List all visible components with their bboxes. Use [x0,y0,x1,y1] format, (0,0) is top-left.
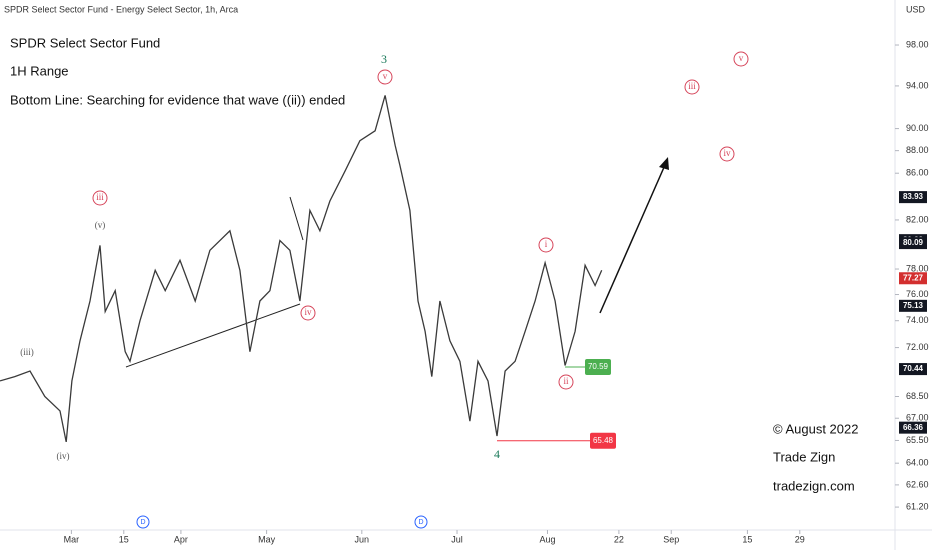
x-tick-label: 29 [795,534,805,544]
y-tick-label: 61.20 [906,501,929,511]
price-badge [899,299,927,312]
wave-label: 4 [494,447,500,461]
level-label: 65.48 [593,436,614,445]
wave-label: iii [688,81,696,91]
x-tick-label: Jul [451,534,463,544]
price-label: 75.13 [903,301,924,310]
event-circle [136,515,150,529]
trend-line [289,196,304,241]
y-tick-label: 68.50 [906,391,929,401]
level-badge [585,358,611,375]
wave-label: iv [304,307,312,317]
level-label: 70.59 [588,362,609,371]
y-tick-label: 82.00 [906,214,929,224]
wave-circle [300,305,316,321]
arrow-head [659,157,669,170]
wave-label: (iii) [20,347,34,357]
wave-label: i [545,239,548,249]
wave-circle [719,146,735,162]
trend-line [125,303,301,368]
y-tick-label: 74.00 [906,315,929,325]
price-label: 83.93 [903,192,924,201]
price-badge [899,237,927,250]
x-tick-label: Sep [663,534,679,544]
wave-circle [558,374,574,390]
price-label: 70.44 [903,364,924,373]
wave-label: iii [96,192,104,202]
y-tick-label: 94.00 [906,80,929,90]
x-tick-label: Apr [174,534,188,544]
price-badge [899,363,927,376]
wave-label: (iv) [57,451,70,461]
note-line: SPDR Select Sector Fund [10,35,160,50]
y-tick-label: 88.00 [906,145,929,155]
x-tick-label: Mar [64,534,80,544]
footer-line: © August 2022 [773,421,858,436]
x-tick-label: Jun [355,534,370,544]
y-tick-label: 62.60 [906,479,929,489]
y-tick-label: 72.00 [906,342,929,352]
event-label: D [140,519,145,526]
event-circle [414,515,428,529]
wave-circle [733,51,749,67]
wave-circle [684,79,700,95]
y-tick-label: 86.00 [906,168,929,178]
wave-label: 3 [381,52,387,66]
wave-label: (v) [95,220,106,230]
price-badge [899,421,927,434]
price-label: 80.09 [903,238,924,247]
x-tick-label: 15 [742,534,752,544]
wave-label: ii [563,376,569,386]
y-tick-label: 67.00 [906,413,929,423]
price-badge [899,272,927,285]
wave-label: v [383,71,388,81]
y-tick-label: 98.00 [906,39,929,49]
note-line: 1H Range [10,63,69,78]
y-tick-label: 65.50 [906,435,929,445]
event-label: D [418,519,423,526]
x-tick-label: May [258,534,276,544]
projection-arrow [599,164,666,314]
footer-line: Trade Zign [773,449,835,464]
chart-title: SPDR Select Sector Fund - Energy Select … [4,4,238,14]
footer-line: tradezign.com [773,478,855,493]
note-line: Bottom Line: Searching for evidence that… [10,92,345,107]
price-label: 66.36 [903,423,924,432]
wave-circle [538,237,554,253]
level-badge [590,432,616,449]
y-tick-label: 78.00 [906,263,929,273]
price-line [0,95,603,443]
y-tick-label: 76.00 [906,289,929,299]
price-badge [899,191,927,204]
y-tick-label: 64.00 [906,458,929,468]
wave-label: iv [723,148,731,158]
x-tick-label: 15 [119,534,129,544]
y-tick-label: 90.00 [906,123,929,133]
x-tick-label: Aug [539,534,555,544]
x-tick-label: 22 [614,534,624,544]
price-label: 77.27 [903,273,924,282]
wave-circle [377,69,393,85]
wave-circle [92,190,108,206]
y-unit: USD [906,4,926,14]
wave-label: v [739,53,744,63]
